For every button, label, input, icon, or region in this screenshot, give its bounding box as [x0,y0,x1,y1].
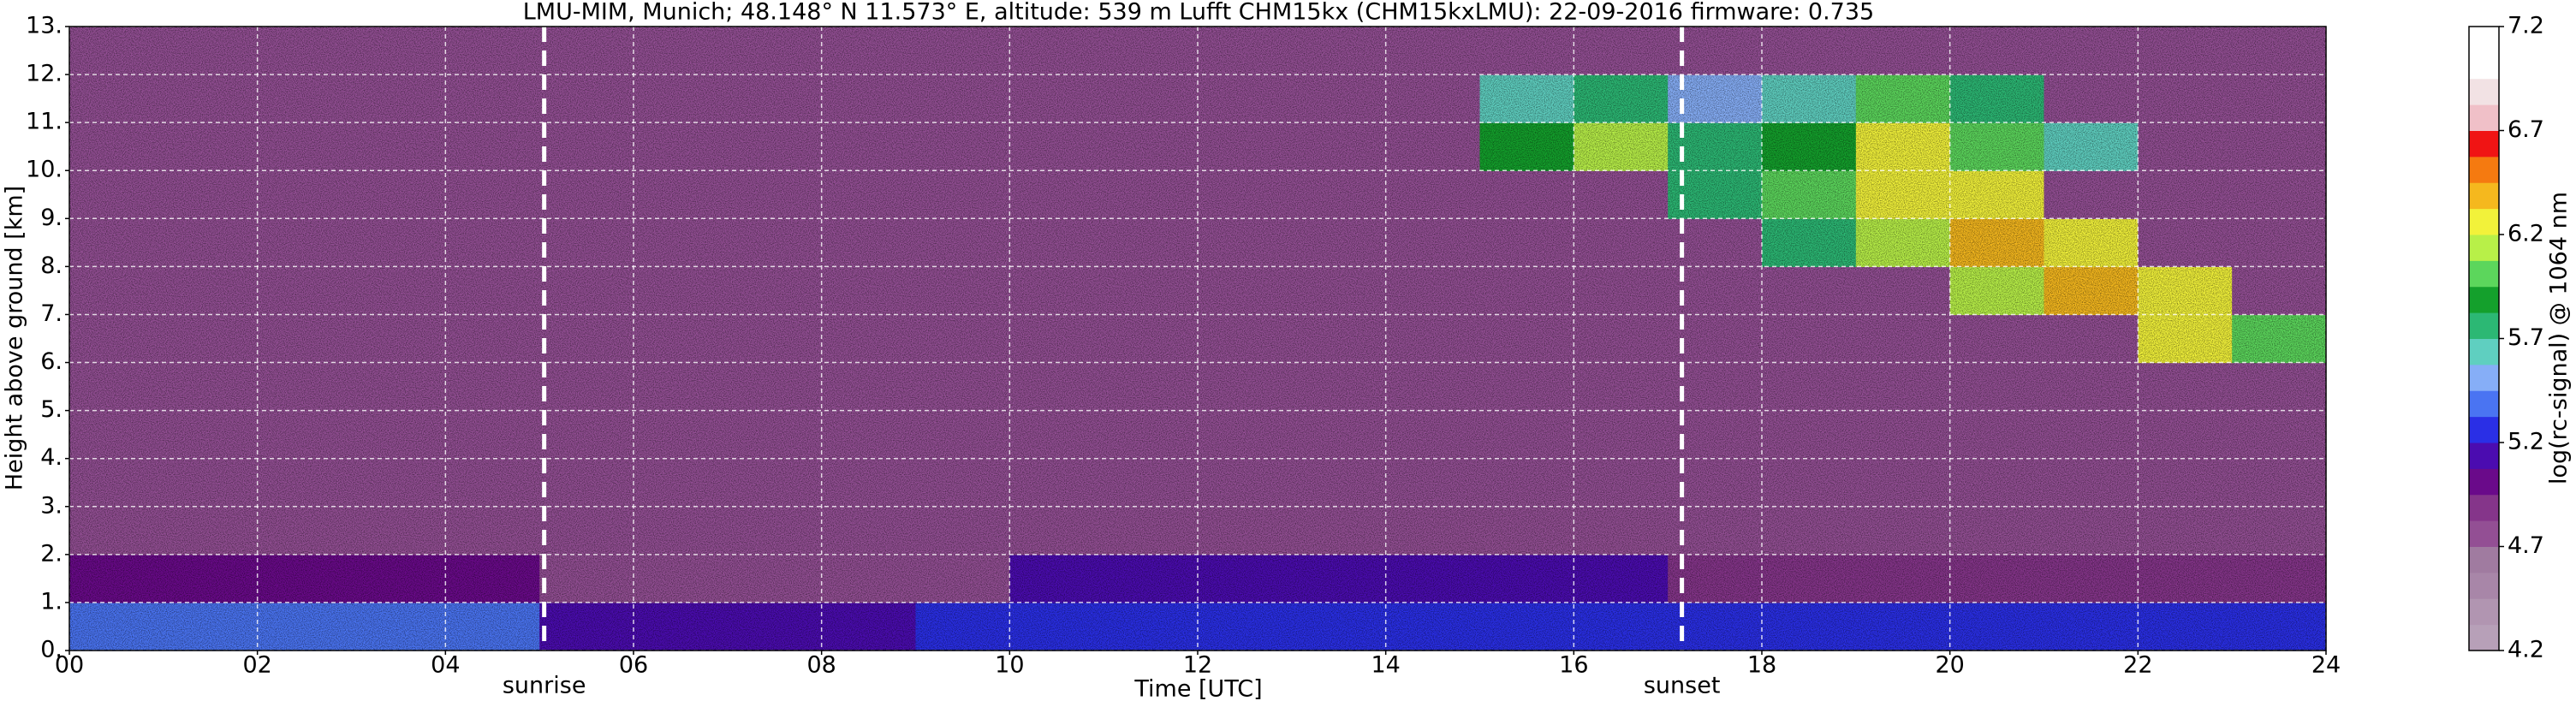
chart-title: LMU-MIM, Munich; 48.148° N 11.573° E, al… [523,0,1874,26]
x-axis-label: Time [UTC] [1133,676,1262,703]
colorbar-segment [2469,260,2499,288]
colorbar-segment [2469,78,2499,105]
y-tick-label: 8. [40,253,62,279]
y-tick-label: 6. [40,348,62,375]
plot-frame [68,26,2327,651]
colorbar-tick-label: 5.2 [2508,429,2544,455]
colorbar-tick-label: 5.7 [2508,324,2544,351]
annotation-label: sunrise [503,673,586,699]
x-tick-label: 00 [55,652,84,679]
colorbar-segment [2469,312,2499,339]
y-tick-label: 12. [26,61,62,87]
colorbar-segment [2469,598,2499,626]
colorbar-segment [2469,494,2499,521]
annotation-label: sunset [1644,673,1721,699]
colorbar-segment [2469,572,2499,599]
colorbar-segment [2469,416,2499,443]
colorbar-segment [2469,624,2499,651]
y-tick-label: 2. [40,540,62,567]
colorbar-segment [2469,52,2499,80]
colorbar-segment [2469,208,2499,235]
colorbar-segment [2469,156,2499,183]
y-tick-label: 9. [40,205,62,231]
colorbar-tick-label: 7.2 [2508,13,2544,39]
x-tick-label: 14 [1371,652,1400,679]
colorbar-segment [2469,443,2499,469]
colorbar-segment [2469,235,2499,261]
x-tick-label: 20 [1935,652,1964,679]
colorbar-segment [2469,27,2499,53]
colorbar-tick-label: 4.2 [2508,637,2544,663]
y-tick-label: 13. [26,13,62,39]
x-tick-label: 08 [806,652,836,679]
y-tick-label: 7. [40,300,62,327]
colorbar-segment [2469,546,2499,573]
x-tick-label: 24 [2311,652,2341,679]
colorbar-segment [2469,364,2499,391]
x-tick-label: 12 [1183,652,1212,679]
colorbar-segment [2469,390,2499,418]
colorbar-label: log(rc-signal) @ 1064 nm [2546,192,2573,484]
colorbar-segment [2469,130,2499,157]
x-tick-label: 22 [2123,652,2152,679]
x-tick-label: 18 [1747,652,1776,679]
colorbar-segment [2469,338,2499,365]
colorbar-tick-label: 4.7 [2508,532,2544,559]
colorbar-segment [2469,182,2499,210]
y-tick-label: 10. [26,157,62,183]
x-tick-label: 16 [1559,652,1588,679]
y-tick-label: 4. [40,444,62,471]
colorbar-tick-label: 6.7 [2508,116,2544,143]
y-tick-label: 11. [26,109,62,135]
x-tick-label: 02 [242,652,271,679]
colorbar-segment [2469,468,2499,496]
x-tick-label: 04 [431,652,460,679]
colorbar-segment [2469,286,2499,313]
y-tick-label: 5. [40,396,62,423]
colorbar-tick-label: 6.2 [2508,221,2544,247]
y-tick-label: 1. [40,588,62,615]
x-tick-label: 10 [995,652,1024,679]
y-tick-label: 0. [40,637,62,663]
y-tick-label: 3. [40,492,62,519]
x-tick-label: 06 [619,652,648,679]
y-axis-label: Height above ground [km] [2,186,28,490]
colorbar-segment [2469,520,2499,547]
colorbar-segment [2469,104,2499,131]
